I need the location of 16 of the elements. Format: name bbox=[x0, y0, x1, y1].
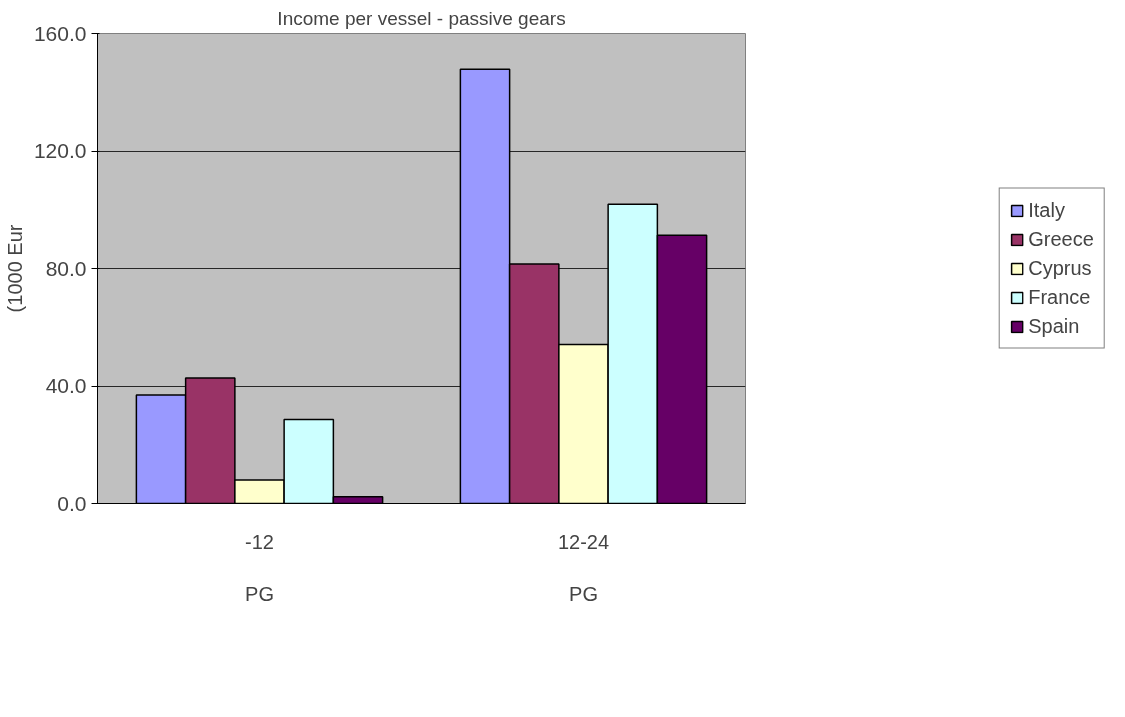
y-tick-label: 160.0 bbox=[33, 21, 87, 45]
y-tick-label: 120.0 bbox=[33, 139, 87, 162]
y-tick-label: 0.0 bbox=[57, 491, 87, 515]
y-tick-label: 40.0 bbox=[45, 374, 87, 397]
chart-title: Income per vessel - passive gears bbox=[277, 7, 566, 29]
legend-label: Spain bbox=[1028, 314, 1080, 338]
text: PG bbox=[569, 582, 598, 605]
text: PG bbox=[245, 582, 274, 605]
legend-label: France bbox=[1028, 285, 1091, 309]
legend-label: Italy bbox=[1028, 198, 1065, 222]
x-tick-label: 12-24 bbox=[557, 530, 610, 553]
x-tick-label: -12 bbox=[245, 530, 274, 553]
y-tick-label: 80.0 bbox=[45, 256, 87, 280]
legend-label: Greece bbox=[1028, 227, 1094, 251]
y-axis-title: (1000 Eur bbox=[3, 224, 26, 313]
legend-label: Cyprus bbox=[1028, 256, 1092, 280]
